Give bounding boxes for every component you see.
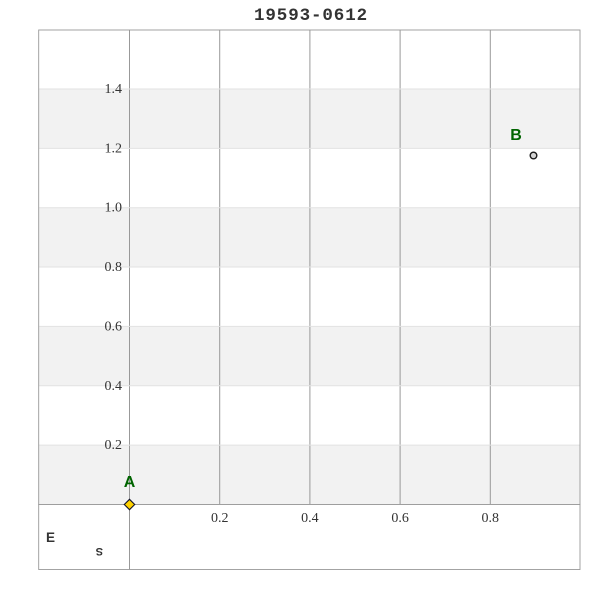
svg-text:0.2: 0.2 [105,438,123,453]
svg-text:S: S [96,545,103,557]
svg-text:E: E [46,530,55,545]
svg-text:1.2: 1.2 [105,141,123,156]
svg-text:19593-0612: 19593-0612 [254,6,368,26]
svg-text:0.2: 0.2 [211,511,229,526]
svg-text:A: A [124,474,136,491]
svg-text:0.4: 0.4 [105,379,123,394]
svg-text:0.6: 0.6 [391,511,409,526]
svg-text:1.4: 1.4 [105,82,123,97]
svg-text:0.8: 0.8 [105,260,123,275]
svg-text:1.0: 1.0 [105,201,123,216]
svg-text:0.8: 0.8 [482,511,500,526]
svg-text:0.6: 0.6 [105,319,123,334]
svg-text:0.4: 0.4 [301,511,319,526]
svg-text:B: B [510,127,522,144]
